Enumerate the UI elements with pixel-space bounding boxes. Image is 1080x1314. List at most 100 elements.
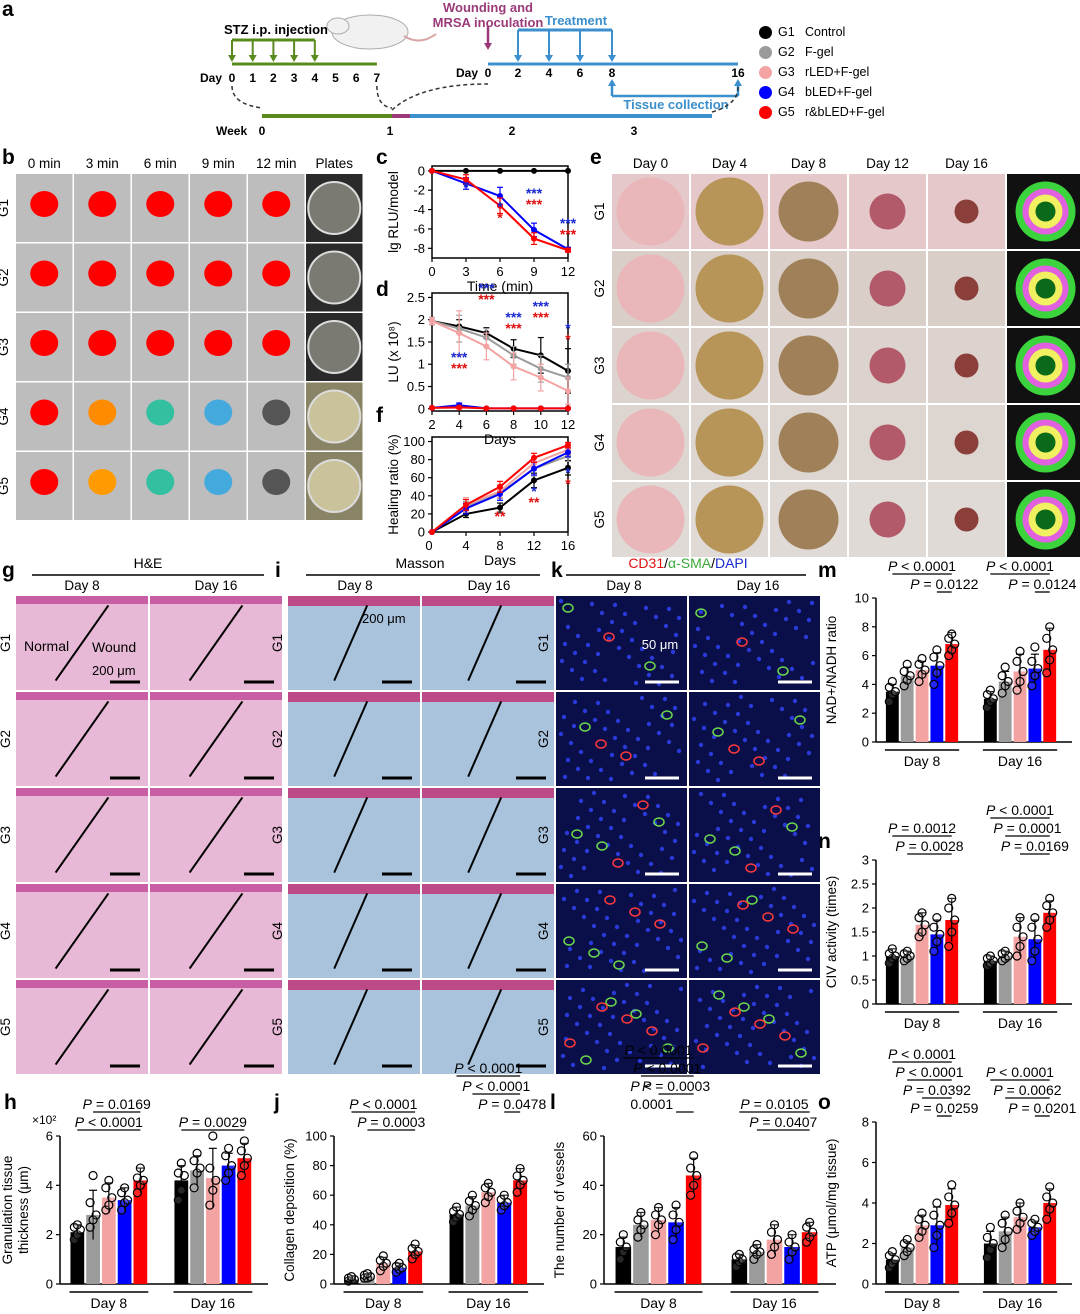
nucleus	[654, 1009, 660, 1015]
nucleus	[806, 750, 812, 756]
wound-spot	[695, 331, 764, 400]
vessel	[729, 846, 741, 856]
nucleus	[793, 625, 799, 631]
p-italic: P	[888, 558, 898, 574]
data-point	[101, 1205, 111, 1215]
x-tick-label: 6	[496, 264, 503, 279]
nucleus	[719, 603, 725, 609]
wound-boundary	[54, 796, 110, 874]
nucleus	[636, 663, 642, 669]
p-italic: P	[630, 1078, 640, 1094]
data-point	[497, 202, 503, 209]
data-point	[935, 661, 945, 671]
row-label: G4	[0, 922, 13, 941]
nucleus	[735, 662, 741, 668]
nucleus	[805, 823, 811, 829]
nucleus	[588, 758, 594, 764]
data-point	[510, 363, 517, 370]
data-point	[497, 504, 503, 511]
data-point	[1003, 1226, 1013, 1236]
nucleus	[791, 1037, 797, 1043]
nucleus	[646, 672, 652, 678]
data-point	[483, 343, 490, 350]
signal-spot	[204, 191, 233, 217]
y-tick-label: 60	[411, 470, 425, 485]
p-rest: < 0.0001	[995, 558, 1054, 574]
wound-boundary	[333, 700, 369, 778]
vessel	[728, 744, 740, 754]
nucleus	[631, 959, 637, 965]
nucleus	[597, 1022, 603, 1028]
p-italic: P	[1008, 1100, 1018, 1116]
tick-label: 0	[485, 66, 492, 80]
nucleus	[571, 856, 577, 862]
nucleus	[584, 848, 590, 854]
data-point	[456, 404, 463, 411]
legend-label: rLED+F-gel	[805, 65, 870, 79]
nucleus	[591, 923, 597, 929]
arrow-head	[608, 55, 616, 62]
data-point	[221, 1151, 231, 1161]
nucleus	[622, 744, 628, 750]
bar	[1028, 939, 1042, 1004]
nucleus	[692, 643, 698, 649]
nucleus	[568, 740, 574, 746]
nucleus	[642, 811, 648, 817]
significance-mark: **	[495, 508, 506, 524]
bar	[650, 1219, 667, 1284]
nucleus	[782, 822, 788, 828]
y-tick-label: 1.5	[851, 925, 869, 940]
series-line	[431, 320, 569, 392]
nucleus	[759, 772, 765, 778]
nucleus	[691, 849, 697, 855]
signal-spot	[88, 399, 117, 426]
chart-m: 0 2 4 6 8 10 NAD+/NADH ratio Day 8 Day 16 P < 0.0…	[824, 558, 1077, 769]
data-point	[1042, 1192, 1052, 1202]
wound-spot	[778, 489, 839, 550]
p-value-label: P = 0.0169	[1001, 838, 1069, 854]
nucleus	[751, 819, 757, 825]
nucleus	[786, 732, 792, 738]
p-italic: P	[454, 1060, 464, 1076]
mouse-tail-icon	[403, 33, 437, 42]
bar	[633, 1224, 649, 1284]
y-tick-label: 0	[862, 997, 869, 1012]
nucleus	[732, 728, 738, 734]
nucleus	[708, 800, 714, 806]
nucleus	[666, 606, 672, 612]
nucleus	[711, 916, 717, 922]
nucleus	[720, 998, 726, 1004]
vessel	[787, 924, 799, 934]
nucleus	[767, 1060, 773, 1066]
x-tick-label: 12	[561, 264, 575, 279]
nucleus	[811, 1055, 817, 1061]
data-point	[985, 1222, 995, 1232]
data-point	[917, 653, 927, 664]
epidermis	[16, 980, 148, 988]
bar	[237, 1158, 252, 1284]
nucleus	[559, 658, 565, 664]
bar	[70, 1232, 85, 1284]
nucleus	[678, 986, 684, 992]
nucleus	[774, 1002, 780, 1008]
bar	[1028, 668, 1042, 742]
nucleus	[715, 644, 721, 650]
nucleus	[722, 670, 728, 676]
nucleus	[764, 944, 770, 950]
p-italic: P	[75, 1114, 85, 1130]
p-value-label: 0.0001	[630, 1096, 673, 1112]
nucleus	[808, 939, 814, 945]
data-point	[790, 1242, 800, 1252]
significance-mark: ***	[526, 185, 543, 201]
data-point	[1045, 1182, 1055, 1192]
x-tick-label: 4	[456, 417, 463, 432]
bar	[1043, 912, 1057, 1004]
image-tile	[556, 884, 687, 978]
wound-spot	[954, 507, 979, 532]
nucleus	[761, 828, 767, 834]
y-axis-label: NAD+/NADH ratio	[824, 616, 839, 724]
data-point	[920, 1220, 930, 1230]
vessel	[588, 948, 600, 958]
nucleus	[598, 816, 604, 822]
